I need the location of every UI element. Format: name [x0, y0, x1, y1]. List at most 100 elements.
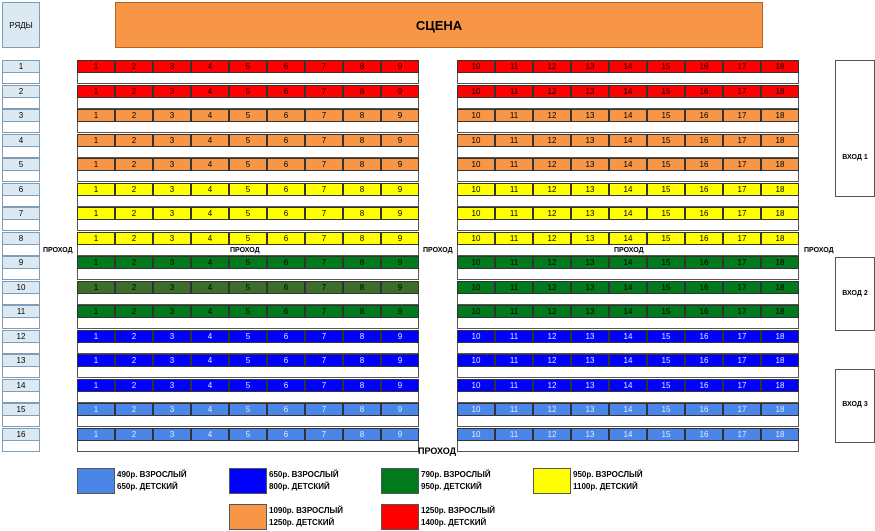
seat[interactable]: 17	[723, 379, 761, 392]
seat[interactable]: 16	[685, 232, 723, 245]
seat[interactable]: 2	[115, 207, 153, 220]
seat[interactable]: 4	[191, 428, 229, 441]
seat[interactable]: 9	[381, 354, 419, 367]
seat[interactable]: 11	[495, 158, 533, 171]
seat[interactable]: 13	[571, 60, 609, 73]
seat[interactable]: 10	[457, 379, 495, 392]
seat[interactable]: 15	[647, 85, 685, 98]
seat[interactable]: 1	[77, 183, 115, 196]
seat[interactable]: 18	[761, 428, 799, 441]
seat[interactable]: 2	[115, 379, 153, 392]
seat[interactable]: 14	[609, 134, 647, 147]
seat[interactable]: 17	[723, 158, 761, 171]
seat[interactable]: 3	[153, 256, 191, 269]
seat[interactable]: 6	[267, 158, 305, 171]
seat[interactable]: 10	[457, 281, 495, 294]
seat[interactable]: 13	[571, 109, 609, 122]
seat[interactable]: 4	[191, 330, 229, 343]
seat[interactable]: 16	[685, 379, 723, 392]
seat[interactable]: 17	[723, 207, 761, 220]
seat[interactable]: 2	[115, 330, 153, 343]
seat[interactable]: 8	[343, 60, 381, 73]
seat[interactable]: 17	[723, 281, 761, 294]
seat[interactable]: 7	[305, 158, 343, 171]
seat[interactable]: 5	[229, 379, 267, 392]
seat[interactable]: 13	[571, 305, 609, 318]
seat[interactable]: 16	[685, 158, 723, 171]
seat[interactable]: 1	[77, 281, 115, 294]
seat[interactable]: 3	[153, 428, 191, 441]
seat[interactable]: 6	[267, 232, 305, 245]
seat[interactable]: 14	[609, 60, 647, 73]
seat[interactable]: 5	[229, 158, 267, 171]
seat[interactable]: 2	[115, 85, 153, 98]
seat[interactable]: 13	[571, 330, 609, 343]
seat[interactable]: 11	[495, 60, 533, 73]
seat[interactable]: 9	[381, 158, 419, 171]
seat[interactable]: 4	[191, 109, 229, 122]
seat[interactable]: 7	[305, 183, 343, 196]
seat[interactable]: 4	[191, 379, 229, 392]
seat[interactable]: 9	[381, 85, 419, 98]
seat[interactable]: 6	[267, 403, 305, 416]
seat[interactable]: 10	[457, 305, 495, 318]
seat[interactable]: 12	[533, 134, 571, 147]
seat[interactable]: 12	[533, 85, 571, 98]
seat[interactable]: 18	[761, 60, 799, 73]
seat[interactable]: 7	[305, 60, 343, 73]
seat[interactable]: 10	[457, 60, 495, 73]
seat[interactable]: 17	[723, 232, 761, 245]
seat[interactable]: 12	[533, 158, 571, 171]
seat[interactable]: 7	[305, 207, 343, 220]
seat[interactable]: 1	[77, 207, 115, 220]
seat[interactable]: 11	[495, 354, 533, 367]
seat[interactable]: 4	[191, 134, 229, 147]
seat[interactable]: 10	[457, 207, 495, 220]
seat[interactable]: 9	[381, 281, 419, 294]
seat[interactable]: 5	[229, 305, 267, 318]
seat[interactable]: 6	[267, 134, 305, 147]
seat[interactable]: 2	[115, 403, 153, 416]
seat[interactable]: 15	[647, 109, 685, 122]
seat[interactable]: 15	[647, 330, 685, 343]
seat[interactable]: 4	[191, 158, 229, 171]
seat[interactable]: 16	[685, 281, 723, 294]
seat[interactable]: 8	[343, 85, 381, 98]
seat[interactable]: 7	[305, 330, 343, 343]
seat[interactable]: 13	[571, 183, 609, 196]
seat[interactable]: 11	[495, 330, 533, 343]
seat[interactable]: 6	[267, 305, 305, 318]
seat[interactable]: 3	[153, 134, 191, 147]
seat[interactable]: 17	[723, 60, 761, 73]
seat[interactable]: 1	[77, 158, 115, 171]
seat[interactable]: 8	[343, 158, 381, 171]
seat[interactable]: 10	[457, 428, 495, 441]
exit-3-box[interactable]	[835, 369, 875, 443]
seat[interactable]: 17	[723, 134, 761, 147]
seat[interactable]: 7	[305, 232, 343, 245]
seat[interactable]: 8	[343, 428, 381, 441]
seat[interactable]: 8	[343, 232, 381, 245]
seat[interactable]: 11	[495, 403, 533, 416]
seat[interactable]: 9	[381, 183, 419, 196]
seat[interactable]: 18	[761, 85, 799, 98]
exit-1-box[interactable]	[835, 60, 875, 197]
seat[interactable]: 6	[267, 281, 305, 294]
seat[interactable]: 18	[761, 281, 799, 294]
seat[interactable]: 7	[305, 281, 343, 294]
seat[interactable]: 3	[153, 403, 191, 416]
seat[interactable]: 11	[495, 256, 533, 269]
seat[interactable]: 6	[267, 379, 305, 392]
seat[interactable]: 10	[457, 232, 495, 245]
seat[interactable]: 5	[229, 403, 267, 416]
seat[interactable]: 8	[343, 134, 381, 147]
seat[interactable]: 5	[229, 281, 267, 294]
seat[interactable]: 1	[77, 85, 115, 98]
seat[interactable]: 18	[761, 379, 799, 392]
seat[interactable]: 15	[647, 281, 685, 294]
seat[interactable]: 11	[495, 281, 533, 294]
seat[interactable]: 3	[153, 379, 191, 392]
seat[interactable]: 9	[381, 256, 419, 269]
seat[interactable]: 10	[457, 330, 495, 343]
seat[interactable]: 12	[533, 60, 571, 73]
